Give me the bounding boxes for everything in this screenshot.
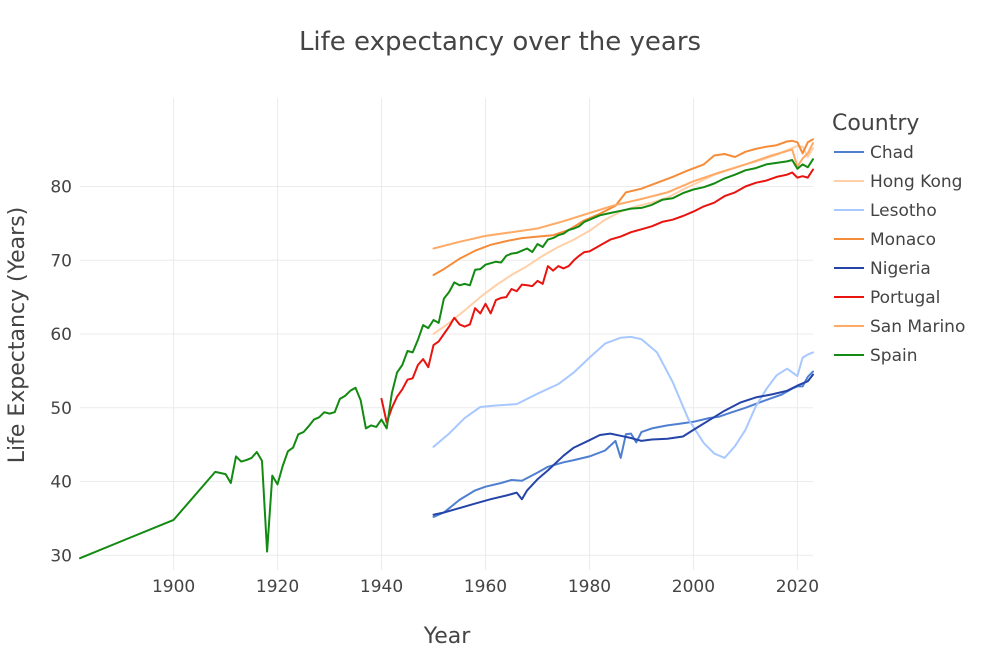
series-line-hong-kong[interactable] [432, 144, 814, 335]
y-tick-label: 60 [50, 325, 72, 345]
legend-item-hong-kong[interactable]: Hong Kong [834, 172, 962, 192]
series-line-chad[interactable] [432, 370, 814, 518]
y-tick-label: 30 [50, 546, 72, 566]
legend-label: Lesotho [870, 201, 937, 221]
x-tick-label: 1940 [360, 577, 403, 597]
legend-label: San Marino [870, 317, 965, 337]
series-line-lesotho[interactable] [432, 335, 814, 459]
chart-title: Life expectancy over the years [299, 27, 701, 57]
y-tick-label: 70 [50, 251, 72, 271]
series-line-nigeria[interactable] [432, 373, 814, 516]
y-tick-label: 40 [50, 473, 72, 493]
x-tick-label: 1900 [152, 577, 195, 597]
legend-label: Chad [870, 143, 914, 163]
legend-label: Spain [870, 346, 918, 366]
legend-item-lesotho[interactable]: Lesotho [834, 201, 937, 221]
legend-item-monaco[interactable]: Monaco [834, 230, 936, 250]
series-line-spain[interactable] [79, 158, 814, 560]
x-tick-label: 1920 [256, 577, 299, 597]
legend-item-nigeria[interactable]: Nigeria [834, 259, 931, 279]
x-tick-label: 2000 [672, 577, 715, 597]
legend-label: Hong Kong [870, 172, 962, 192]
y-axis-title: Life Expectancy (Years) [5, 207, 30, 464]
x-tick-label: 1960 [464, 577, 507, 597]
tick-labels: 1900 1920 1940 1960 1980 2000 2020 30 40 50 60 70 80 [50, 178, 819, 598]
legend-label: Nigeria [870, 259, 931, 279]
grid [80, 98, 813, 570]
series-lines [79, 138, 814, 560]
y-tick-label: 80 [50, 178, 72, 198]
legend-item-spain[interactable]: Spain [834, 346, 918, 366]
x-axis-title: Year [423, 624, 472, 649]
y-tick-label: 50 [50, 399, 72, 419]
legend-label: Portugal [870, 288, 940, 308]
series-line-monaco[interactable] [432, 138, 814, 276]
series-line-san-marino[interactable] [432, 142, 814, 250]
legend[interactable]: Country Chad Hong Kong Lesotho Monaco Nigeri… [832, 111, 965, 366]
legend-label: Monaco [870, 230, 936, 250]
x-tick-label: 1980 [568, 577, 611, 597]
x-tick-label: 2020 [776, 577, 819, 597]
legend-title: Country [832, 111, 919, 136]
legend-item-chad[interactable]: Chad [834, 143, 914, 163]
legend-item-portugal[interactable]: Portugal [834, 288, 940, 308]
legend-item-san-marino[interactable]: San Marino [834, 317, 965, 337]
series-line-portugal[interactable] [380, 168, 814, 424]
